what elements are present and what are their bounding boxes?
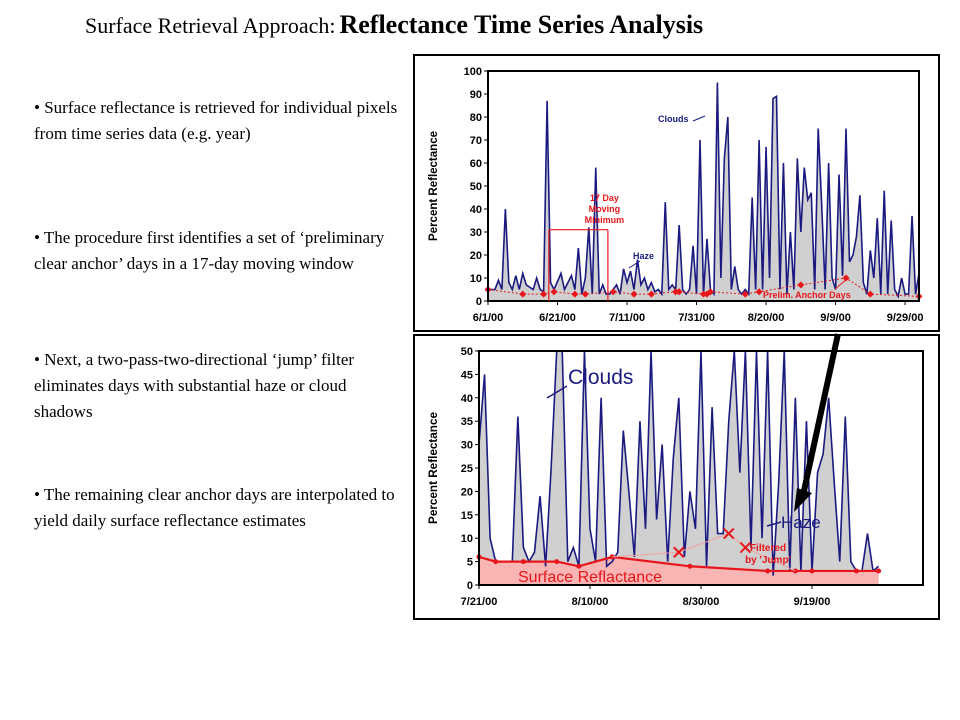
title-prefix: Surface Retrieval Approach: — [85, 13, 336, 38]
y-tick-label: 20 — [461, 486, 473, 498]
clouds-leader — [692, 115, 706, 122]
reflectance-area — [479, 351, 879, 585]
y-tick-label: 50 — [470, 181, 482, 193]
prelim-anchor-leader — [834, 278, 848, 290]
annotation-moving: Moving — [589, 204, 621, 214]
annotation-clouds: Clouds — [658, 114, 689, 124]
y-tick-label: 35 — [461, 416, 473, 428]
y-tick-label: 40 — [470, 204, 482, 216]
annual-chart-svg: 0 10 20 30 40 50 60 70 80 90 100 6/1/00 6/21/00 7/11/… — [426, 66, 924, 324]
clouds-leader — [546, 385, 568, 399]
x-tick-label: 7/31/00 — [678, 312, 715, 324]
x-tick-label: 6/1/00 — [473, 312, 504, 324]
filtered-day-marker-stroke — [673, 546, 685, 558]
bullet-anchor-days: • The procedure first identifies a set o… — [34, 228, 385, 273]
y-tick-label: 25 — [461, 463, 473, 475]
y-tick-label: 0 — [476, 296, 482, 308]
surface-reflectance-area — [479, 556, 879, 585]
y-tick-label: 50 — [461, 346, 473, 358]
y-tick-label: 90 — [470, 89, 482, 101]
bullet-retrieval: • Surface reflectance is retrieved for i… — [34, 98, 398, 143]
y-tick-label: 40 — [461, 393, 473, 405]
filtered-connector — [745, 547, 796, 572]
anchor-day-point — [809, 568, 815, 574]
bullet-interpolation: • The remaining clear anchor days are in… — [34, 485, 395, 530]
anchor-day-point — [853, 568, 859, 574]
haze-leader — [766, 521, 782, 527]
y-tick-label: 15 — [461, 510, 473, 522]
annotation-17-day: 17 Day — [590, 193, 619, 203]
filtered-day-marker-stroke — [723, 527, 735, 540]
anchor-day-point — [540, 290, 548, 298]
y-tick-label: 30 — [470, 227, 482, 239]
annotation-clouds: Clouds — [568, 366, 633, 389]
surface-reflectance-line — [478, 555, 879, 573]
anchor-day-point — [765, 568, 771, 574]
y-tick-label: 10 — [461, 533, 473, 545]
annotation-surface-reflectance: Surface Reflactance — [518, 569, 662, 586]
annotation-prelim-anchor: Prelim. Anchor Days — [763, 290, 851, 300]
annotation-haze: Haze — [781, 513, 821, 532]
anchor-day-point — [576, 563, 582, 569]
x-tick-label: 8/10/00 — [572, 596, 609, 608]
reflectance-series-line — [488, 82, 919, 299]
annotation-filtered: Filtered — [750, 543, 786, 554]
y-tick-label: 100 — [464, 66, 482, 78]
reflectance-chart-annual: 0 10 20 30 40 50 60 70 80 90 100 6/1/00 6/21/00 7/11/… — [413, 54, 940, 332]
x-tick-label: 7/21/00 — [461, 596, 498, 608]
y-tick-label: 10 — [470, 273, 482, 285]
annotation-minimum: Minimum — [585, 215, 625, 225]
y-tick-label: 30 — [461, 440, 473, 452]
x-tick-label: 9/29/00 — [887, 312, 924, 324]
anchor-day-point — [630, 290, 638, 298]
y-tick-label: 0 — [467, 580, 473, 592]
y-tick-label: 80 — [470, 112, 482, 124]
anchor-day-point — [797, 281, 805, 289]
filtered-day-marker — [673, 546, 685, 558]
filtered-connector — [678, 533, 729, 553]
anchor-day-point — [706, 288, 714, 296]
anchor-day-point — [842, 274, 850, 282]
y-tick-label: 70 — [470, 135, 482, 147]
y-tick-label: 5 — [467, 557, 473, 569]
x-tick-label: 8/30/00 — [683, 596, 720, 608]
y-axis-label: Percent Reflectance — [426, 131, 440, 241]
y-tick-label: 20 — [470, 250, 482, 262]
filtered-day-marker-stroke — [739, 541, 752, 554]
anchor-day-point — [571, 290, 579, 298]
anchor-day-point — [581, 290, 589, 298]
reflectance-area — [488, 82, 919, 301]
detail-chart-svg: 0 5 10 15 20 25 30 35 40 45 50 7/21/00 8/10/00 8/30/0… — [426, 346, 924, 608]
x-tick-label: 6/21/00 — [539, 312, 576, 324]
anchor-day-point — [609, 288, 617, 296]
title-main: Reflectance Time Series Analysis — [339, 10, 704, 39]
anchor-day-point — [687, 563, 693, 569]
anchor-day-point — [520, 559, 526, 565]
anchor-days-line — [487, 277, 920, 297]
bullet-jump-filter: • Next, a two-pass-two-directional ‘jump… — [34, 350, 355, 421]
x-tick-label: 9/9/00 — [820, 312, 851, 324]
reflectance-chart-detail: 0 5 10 15 20 25 30 35 40 45 50 7/21/00 8/10/00 8/30/0… — [413, 334, 940, 620]
anchor-day-point — [519, 290, 527, 298]
anchor-day-point — [876, 568, 882, 574]
haze-leader — [628, 260, 641, 269]
x-tick-label: 9/19/00 — [794, 596, 831, 608]
page-title: Surface Retrieval Approach: Reflectance … — [85, 10, 703, 40]
anchor-day-point — [755, 288, 763, 296]
annotation-by-jump: by 'Jump' — [745, 555, 791, 566]
anchor-day-point — [647, 290, 655, 298]
filtered-connector — [612, 551, 679, 558]
anchor-day-point — [554, 559, 560, 565]
anchor-day-point — [493, 559, 499, 565]
y-tick-label: 45 — [461, 369, 473, 381]
annotation-haze: Haze — [633, 251, 654, 261]
filtered-day-marker — [723, 527, 735, 540]
x-tick-label: 7/11/00 — [609, 312, 645, 324]
x-tick-label: 8/20/00 — [748, 312, 785, 324]
filtered-day-marker — [739, 541, 752, 554]
y-tick-label: 60 — [470, 158, 482, 170]
y-axis-label: Percent Reflectance — [426, 412, 440, 524]
